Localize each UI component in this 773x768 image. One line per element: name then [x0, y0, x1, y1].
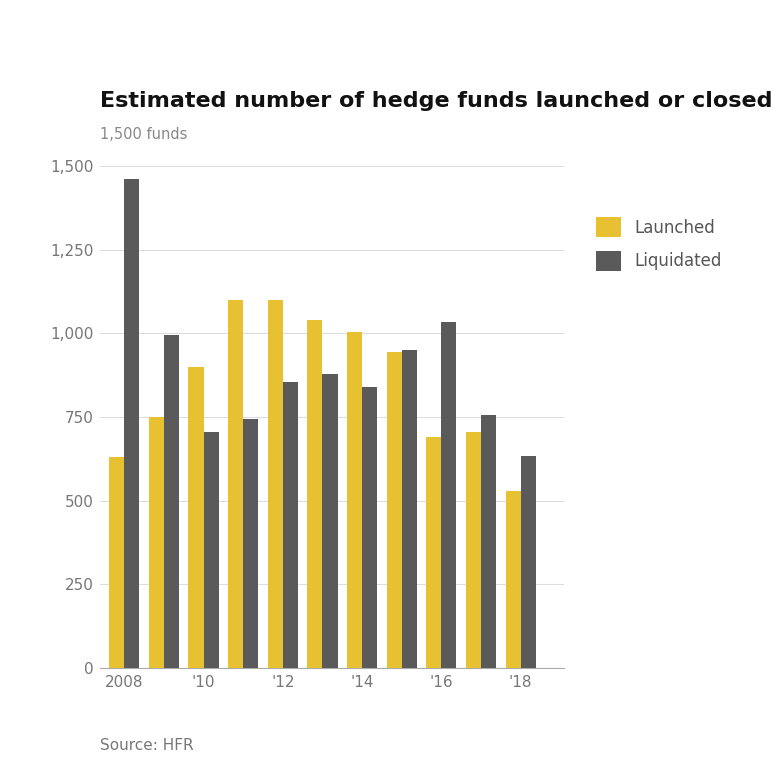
Bar — [203, 432, 219, 668]
Bar — [124, 180, 139, 668]
Bar — [362, 387, 377, 668]
Bar — [267, 300, 283, 668]
Bar — [109, 457, 124, 668]
Bar — [189, 367, 203, 668]
Bar — [347, 332, 362, 668]
Bar — [466, 432, 481, 668]
Bar — [149, 417, 164, 668]
Bar — [441, 322, 457, 668]
Bar — [164, 335, 179, 668]
Bar — [506, 491, 521, 668]
Bar — [521, 455, 536, 668]
Bar — [322, 373, 338, 668]
Text: Estimated number of hedge funds launched or closed: Estimated number of hedge funds launched… — [100, 91, 773, 111]
Legend: Launched, Liquidated: Launched, Liquidated — [596, 217, 721, 271]
Bar — [481, 415, 496, 668]
Bar — [308, 320, 322, 668]
Bar — [427, 437, 441, 668]
Bar — [228, 300, 243, 668]
Bar — [386, 352, 402, 668]
Bar — [402, 350, 417, 668]
Text: 1,500 funds: 1,500 funds — [100, 127, 188, 142]
Bar — [283, 382, 298, 668]
Text: Source: HFR: Source: HFR — [100, 737, 194, 753]
Bar — [243, 419, 258, 668]
